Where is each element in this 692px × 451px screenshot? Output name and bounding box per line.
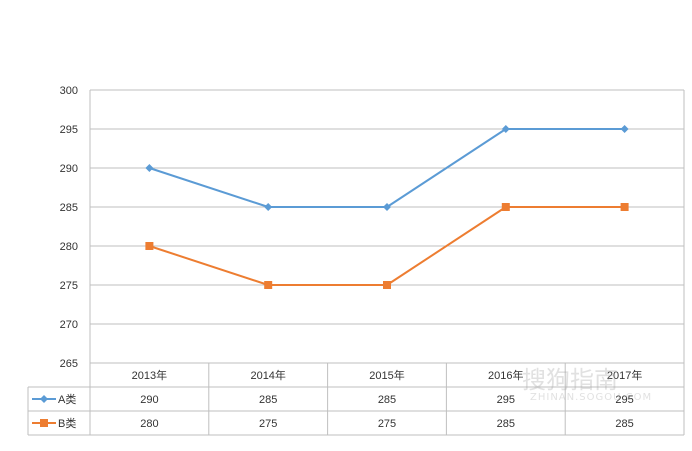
data-point-marker <box>264 203 273 211</box>
watermark-url: ZHINAN.SOGOU.COM <box>530 392 653 403</box>
y-tick-label: 300 <box>60 85 78 97</box>
x-tick-label: 2015年 <box>369 368 404 382</box>
table-cell-value: 285 <box>378 394 396 406</box>
y-tick-label: 280 <box>60 241 78 253</box>
data-point-marker <box>264 281 273 289</box>
legend-key-marker <box>40 395 48 403</box>
data-point-marker <box>383 281 391 289</box>
data-point-marker <box>501 125 510 133</box>
table-cell-value: 285 <box>497 418 515 430</box>
table-cell-value: 275 <box>259 418 277 430</box>
legend-label: B类 <box>58 416 76 430</box>
table-cell-value: 285 <box>615 418 633 430</box>
x-tick-label: 2016年 <box>488 368 523 382</box>
table-cell-value: 275 <box>378 418 396 430</box>
watermark-logo: 搜狗指南 <box>522 366 618 394</box>
data-point-marker <box>501 203 510 211</box>
y-tick-label: 270 <box>60 319 78 331</box>
legend-label: A类 <box>58 392 76 406</box>
table-cell-value: 290 <box>140 394 158 406</box>
y-tick-label: 295 <box>60 124 78 136</box>
data-point-marker <box>620 125 629 133</box>
table-cell-value: 295 <box>497 394 515 406</box>
table-cell-value: 285 <box>259 394 277 406</box>
data-point-marker <box>383 203 391 211</box>
data-point-marker <box>620 203 629 211</box>
y-tick-label: 265 <box>60 358 78 370</box>
x-tick-label: 2017年 <box>607 368 642 382</box>
data-point-marker <box>145 242 154 250</box>
y-tick-label: 290 <box>60 163 78 175</box>
data-point-marker <box>145 164 154 172</box>
y-tick-label: 285 <box>60 202 78 214</box>
y-tick-label: 275 <box>60 280 78 292</box>
x-tick-label: 2014年 <box>250 368 285 382</box>
legend-key-marker <box>40 419 48 427</box>
x-tick-label: 2013年 <box>132 368 167 382</box>
table-cell-value: 280 <box>140 418 158 430</box>
table-cell-value: 295 <box>615 394 633 406</box>
